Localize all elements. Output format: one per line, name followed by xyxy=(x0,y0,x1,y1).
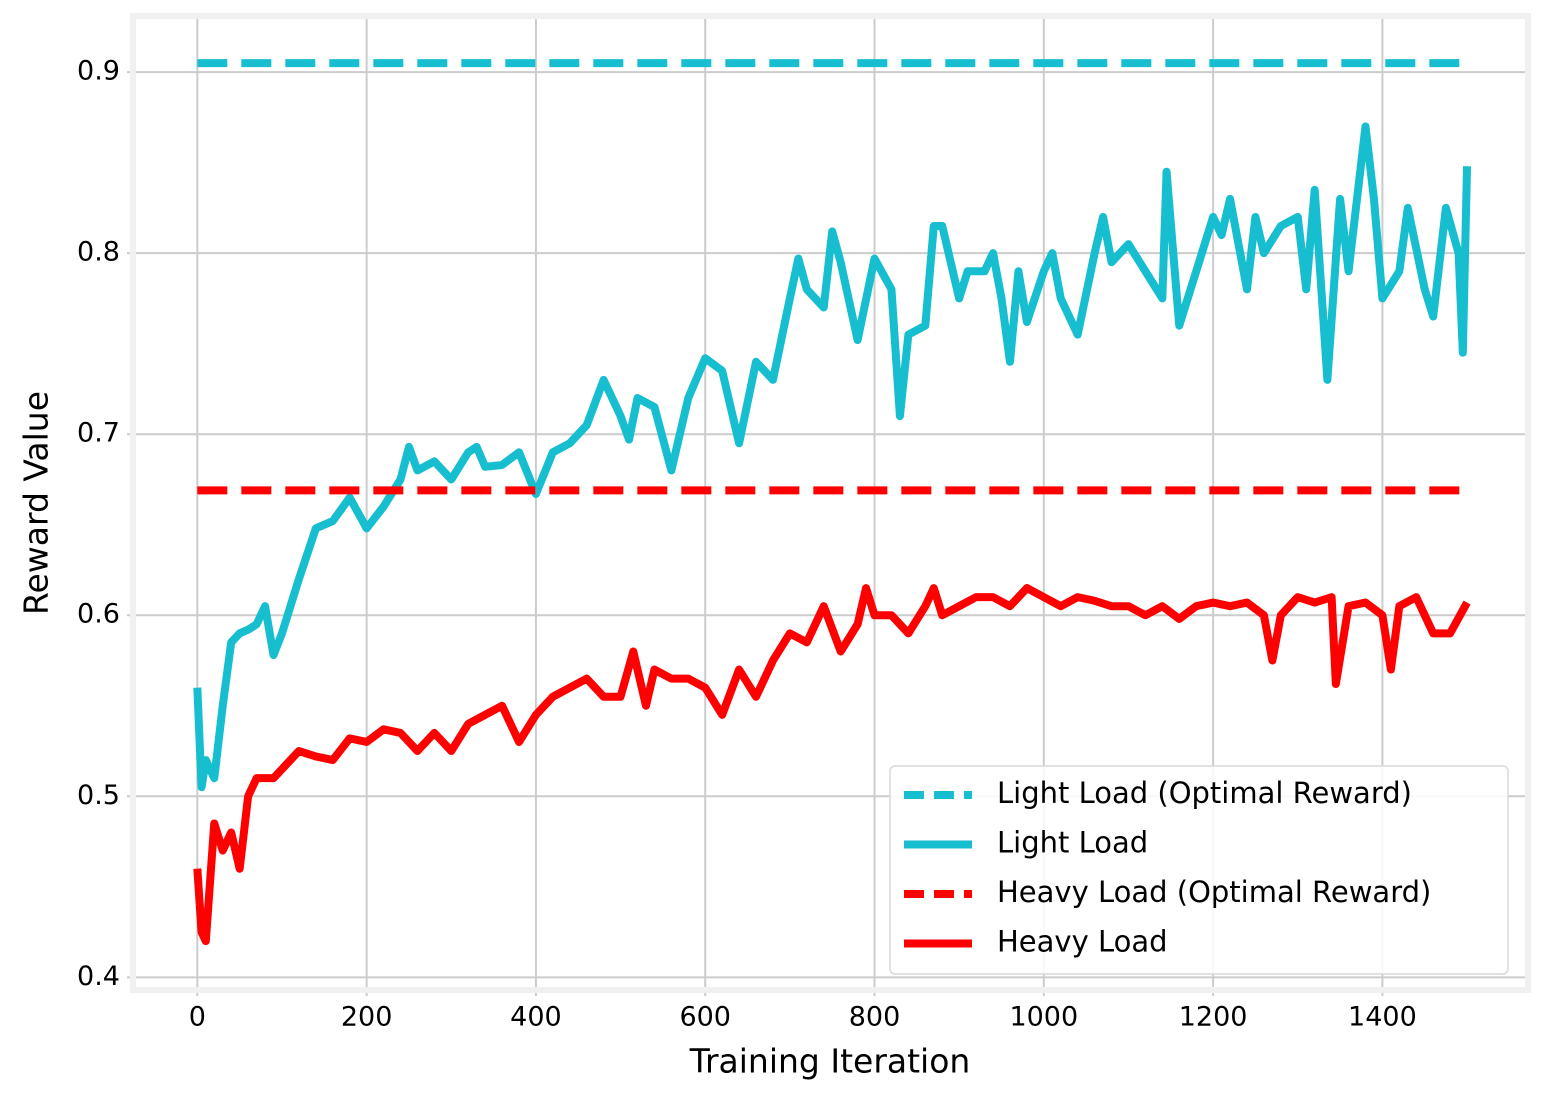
plot-frame xyxy=(130,13,1531,993)
x-tick-label: 400 xyxy=(510,1002,562,1033)
x-axis-label: Training Iteration xyxy=(689,1042,971,1081)
legend-label: Heavy Load xyxy=(997,925,1168,959)
legend-label: Light Load xyxy=(997,826,1148,860)
y-tick-label: 0.9 xyxy=(77,56,120,87)
legend-label: Light Load (Optimal Reward) xyxy=(997,776,1412,810)
x-tick-label: 1200 xyxy=(1179,1002,1248,1033)
lines xyxy=(193,59,1472,946)
y-axis-label: Reward Value xyxy=(17,391,56,615)
x-tick-label: 1400 xyxy=(1348,1002,1417,1033)
y-tick-label: 0.5 xyxy=(77,780,120,811)
legend: Light Load (Optimal Reward) Light Load Hea… xyxy=(889,765,1509,975)
series-line xyxy=(193,584,1471,946)
x-tick-label: 600 xyxy=(679,1002,731,1033)
x-tick-label: 1000 xyxy=(1009,1002,1078,1033)
y-tick-label: 0.7 xyxy=(77,418,120,449)
legend-label: Heavy Load (Optimal Reward) xyxy=(997,875,1431,909)
x-tick-label: 200 xyxy=(341,1002,393,1033)
x-tick-label: 800 xyxy=(849,1002,901,1033)
y-tick-label: 0.8 xyxy=(77,237,120,268)
series-line xyxy=(193,122,1472,792)
legend-box xyxy=(889,765,1509,975)
y-tick-label: 0.6 xyxy=(77,599,120,630)
y-tick-label: 0.4 xyxy=(77,961,120,992)
x-tick-label: 0 xyxy=(189,1002,206,1033)
